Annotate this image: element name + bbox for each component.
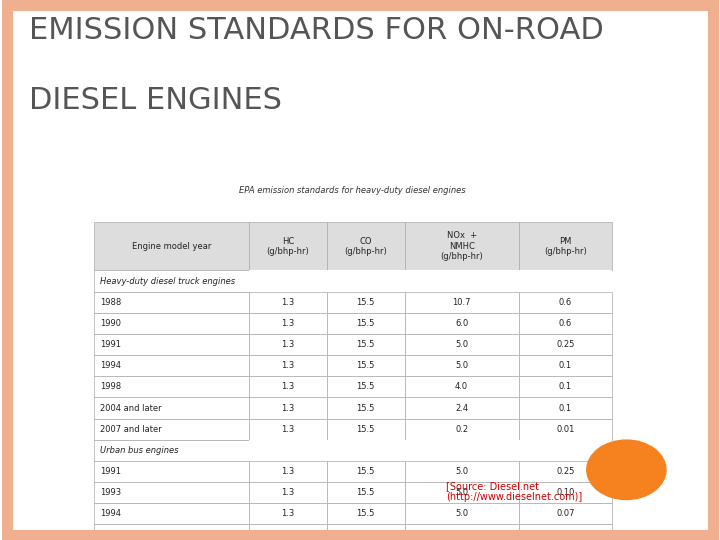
Text: EPA emission standards for heavy-duty diesel engines: EPA emission standards for heavy-duty di… — [240, 186, 466, 195]
Text: DIESEL ENGINES: DIESEL ENGINES — [29, 86, 282, 116]
Text: EMISSION STANDARDS FOR ON-ROAD: EMISSION STANDARDS FOR ON-ROAD — [29, 16, 603, 45]
Text: [Source: Diesel.net
(http://www.dieselnet.com)]: [Source: Diesel.net (http://www.dieselne… — [446, 481, 582, 502]
